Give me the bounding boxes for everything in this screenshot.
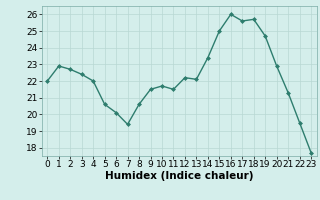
X-axis label: Humidex (Indice chaleur): Humidex (Indice chaleur): [105, 171, 253, 181]
